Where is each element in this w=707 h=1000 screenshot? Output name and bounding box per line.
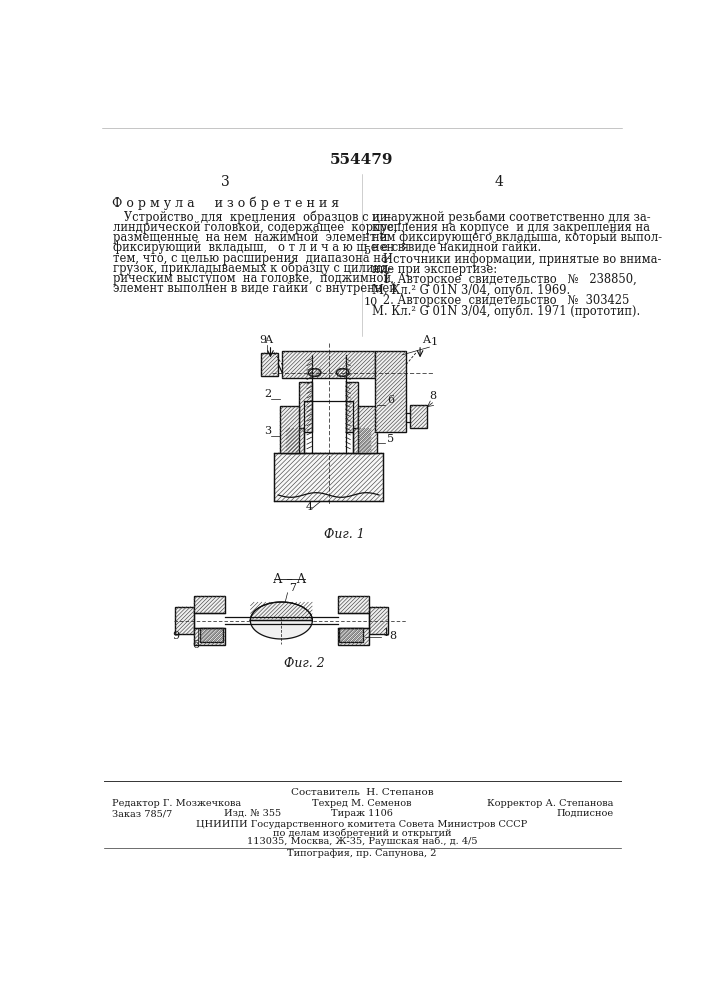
Text: размещенные  на нем  нажимной  элемент и: размещенные на нем нажимной элемент и <box>113 231 387 244</box>
Bar <box>358 406 378 453</box>
Bar <box>338 596 369 613</box>
Text: Типография, пр. Сапунова, 2: Типография, пр. Сапунова, 2 <box>287 849 437 858</box>
Text: Тираж 1106: Тираж 1106 <box>331 809 393 818</box>
Text: 8: 8 <box>389 631 396 641</box>
Polygon shape <box>250 620 312 639</box>
Text: фиксирующий  вкладыш,   о т л и ч а ю щ е е с я: фиксирующий вкладыш, о т л и ч а ю щ е е… <box>113 241 409 254</box>
Bar <box>194 596 225 613</box>
Text: 1: 1 <box>383 628 390 638</box>
Text: Техред М. Семенов: Техред М. Семенов <box>312 799 411 808</box>
Bar <box>274 453 383 501</box>
Text: линдрической головкой, содержащее  корпус,: линдрической головкой, содержащее корпус… <box>113 221 397 234</box>
Ellipse shape <box>308 369 321 376</box>
Text: 4: 4 <box>495 175 503 189</box>
Bar <box>354 428 371 453</box>
Text: Корректор А. Степанова: Корректор А. Степанова <box>486 799 613 808</box>
Text: 4: 4 <box>305 502 312 512</box>
Bar <box>410 405 427 428</box>
Text: 7: 7 <box>289 583 296 593</box>
Text: Составитель  Н. Степанов: Составитель Н. Степанов <box>291 788 433 797</box>
Text: 1: 1 <box>431 337 438 347</box>
Text: 5: 5 <box>363 246 370 256</box>
Ellipse shape <box>337 369 349 376</box>
Bar <box>175 607 194 634</box>
Text: А – А: А – А <box>273 573 307 586</box>
Text: 6: 6 <box>387 395 394 405</box>
Text: ние при экспертизе:: ние при экспертизе: <box>372 263 497 276</box>
Bar <box>200 628 223 642</box>
Bar <box>338 628 369 645</box>
Text: 554479: 554479 <box>330 153 394 167</box>
Text: крепления на корпусе  и для закрепления на: крепления на корпусе и для закрепления н… <box>372 221 650 234</box>
Text: 10: 10 <box>363 297 378 307</box>
Text: Фиг. 2: Фиг. 2 <box>284 657 325 670</box>
Text: 1. Авторское  свидетельство   №   238850,: 1. Авторское свидетельство № 238850, <box>372 273 637 286</box>
Text: Устройство  для  крепления  образцов с ци-: Устройство для крепления образцов с ци- <box>113 211 392 224</box>
Text: нем фиксирующего вкладыша, который выпол-: нем фиксирующего вкладыша, который выпол… <box>372 231 662 244</box>
Text: Подписное: Подписное <box>556 809 613 818</box>
Text: М. Кл.² G 01N 3/04, опубл. 1971 (прототип).: М. Кл.² G 01N 3/04, опубл. 1971 (прототи… <box>372 305 641 318</box>
Text: 9: 9 <box>259 335 267 345</box>
Text: по делам изобретений и открытий: по делам изобретений и открытий <box>273 828 451 838</box>
Bar <box>280 406 299 453</box>
Bar <box>261 353 279 376</box>
Text: 5: 5 <box>387 434 394 444</box>
Text: A: A <box>264 335 272 345</box>
Text: A: A <box>421 335 430 345</box>
Bar <box>282 351 375 378</box>
Text: ЦНИИПИ Государственного комитета Совета Министров СССР: ЦНИИПИ Государственного комитета Совета … <box>197 820 527 829</box>
Bar <box>346 382 358 432</box>
Text: Изд. № 355: Изд. № 355 <box>224 809 281 818</box>
Text: и наружной резьбами соответственно для за-: и наружной резьбами соответственно для з… <box>372 211 650 224</box>
Bar <box>339 628 363 642</box>
Text: элемент выполнен в виде гайки  с внутренней: элемент выполнен в виде гайки с внутренн… <box>113 282 397 295</box>
Text: 3: 3 <box>221 175 230 189</box>
Text: 8: 8 <box>429 391 436 401</box>
Text: 3: 3 <box>264 426 271 436</box>
Bar <box>194 628 225 645</box>
Text: 6: 6 <box>192 640 199 650</box>
Text: М. Кл.² G 01N 3/04, опубл. 1969.: М. Кл.² G 01N 3/04, опубл. 1969. <box>372 284 571 297</box>
Text: тем, что, с целью расширения  диапазона на-: тем, что, с целью расширения диапазона н… <box>113 252 392 265</box>
Text: Источники информации, принятые во внима-: Источники информации, принятые во внима- <box>372 253 662 266</box>
Polygon shape <box>250 602 312 620</box>
Text: нен в виде накидной гайки.: нен в виде накидной гайки. <box>372 241 542 254</box>
Text: 2: 2 <box>264 389 271 399</box>
Text: грузок, прикладываемых к образцу с цилинд-: грузок, прикладываемых к образцу с цилин… <box>113 262 392 275</box>
Bar <box>369 607 387 634</box>
Text: 2. Авторское  свидетельство   №  303425: 2. Авторское свидетельство № 303425 <box>372 294 629 307</box>
Text: Заказ 785/7: Заказ 785/7 <box>112 809 172 818</box>
Text: 113035, Москва, Ж-35, Раушская наб., д. 4/5: 113035, Москва, Ж-35, Раушская наб., д. … <box>247 837 477 846</box>
Text: Редактор Г. Мозжечкова: Редактор Г. Мозжечкова <box>112 799 241 808</box>
Bar <box>286 428 304 453</box>
Bar <box>299 382 312 432</box>
Text: 9: 9 <box>172 631 179 641</box>
Text: рическим выступом  на головке,  поджимной: рическим выступом на головке, поджимной <box>113 272 391 285</box>
Text: Ф о р м у л а     и з о б р е т е н и я: Ф о р м у л а и з о б р е т е н и я <box>112 197 339 211</box>
Bar <box>375 351 406 432</box>
Text: Фиг. 1: Фиг. 1 <box>324 528 365 541</box>
